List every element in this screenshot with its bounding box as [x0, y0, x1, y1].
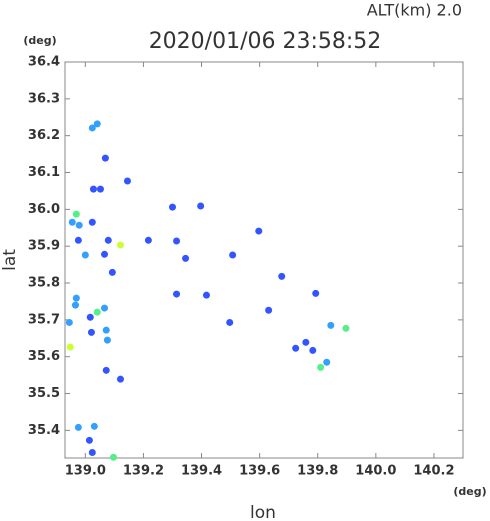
echo-point [101, 154, 109, 162]
echo-point [88, 448, 96, 456]
echo-point [65, 318, 73, 326]
echo-point [101, 250, 109, 258]
echo-point [342, 324, 350, 332]
chart-subtitle: ALT(km) 2.0 [367, 1, 462, 20]
echo-point [202, 291, 210, 299]
echo-point [312, 289, 320, 297]
echo-point [90, 422, 98, 430]
echo-point [309, 346, 317, 354]
y-tick-label: 35.9 [28, 239, 60, 254]
echo-point [292, 344, 300, 352]
echo-point [93, 120, 101, 128]
y-axis-label: lat [0, 249, 20, 271]
echo-point [168, 203, 176, 211]
y-tick-label: 36.3 [28, 91, 60, 106]
y-tick-label: 35.8 [28, 276, 60, 291]
echo-point [255, 227, 263, 235]
echo-point [116, 241, 124, 249]
y-tick-label: 36.2 [28, 128, 60, 143]
echo-point [173, 237, 181, 245]
echo-point [102, 366, 110, 374]
echo-point [96, 185, 104, 193]
echo-point [226, 318, 234, 326]
echo-point [86, 313, 94, 321]
echo-point [103, 336, 111, 344]
plot-frame [64, 61, 464, 459]
x-tick-label: 139.8 [297, 464, 338, 479]
y-tick-label: 36.4 [28, 55, 60, 70]
y-tick-label: 35.7 [28, 312, 60, 327]
y-tick-label: 35.4 [28, 423, 60, 438]
echo-point [104, 236, 112, 244]
echo-point [88, 218, 96, 226]
y-tick-label: 35.6 [28, 349, 60, 364]
y-unit: (deg) [23, 34, 56, 47]
x-tick-label: 140.0 [355, 464, 396, 479]
echo-point [302, 338, 310, 346]
echo-point [89, 185, 97, 193]
echo-point [278, 272, 286, 280]
echo-point [144, 236, 152, 244]
echo-point [72, 294, 80, 302]
x-tick-label: 139.0 [65, 464, 106, 479]
echo-point [197, 202, 205, 210]
echo-point [88, 124, 96, 132]
y-tick-label: 36.1 [28, 165, 60, 180]
x-tick-label: 139.6 [239, 464, 280, 479]
echo-point [71, 301, 79, 309]
chart-title: 2020/01/06 23:58:52 [149, 29, 382, 54]
echo-point [110, 453, 118, 461]
echo-point [72, 210, 80, 218]
echo-point [323, 358, 331, 366]
x-tick-label: 139.4 [181, 464, 222, 479]
y-tick-label: 35.5 [28, 386, 60, 401]
echo-point [102, 326, 110, 334]
echo-point [75, 221, 83, 229]
echo-point [101, 304, 109, 312]
x-tick-label: 140.2 [413, 464, 454, 479]
x-axis-label: lon [250, 503, 276, 521]
echo-point [85, 436, 93, 444]
echo-point [123, 177, 131, 185]
echo-point [93, 308, 101, 316]
echo-point [317, 363, 325, 371]
echo-point [108, 268, 116, 276]
echo-point [265, 306, 273, 314]
y-tick-label: 36.0 [28, 202, 60, 217]
echo-point [81, 251, 89, 259]
echo-point [68, 218, 76, 226]
echo-point [66, 343, 74, 351]
echo-point [327, 321, 335, 329]
x-tick-label: 139.2 [123, 464, 164, 479]
echo-point [74, 236, 82, 244]
echo-point [173, 290, 181, 298]
echo-point [229, 251, 237, 259]
echo-point [74, 423, 82, 431]
echo-point [182, 254, 190, 262]
x-unit: (deg) [453, 485, 486, 498]
echo-point [87, 328, 95, 336]
echo-point [116, 375, 124, 383]
